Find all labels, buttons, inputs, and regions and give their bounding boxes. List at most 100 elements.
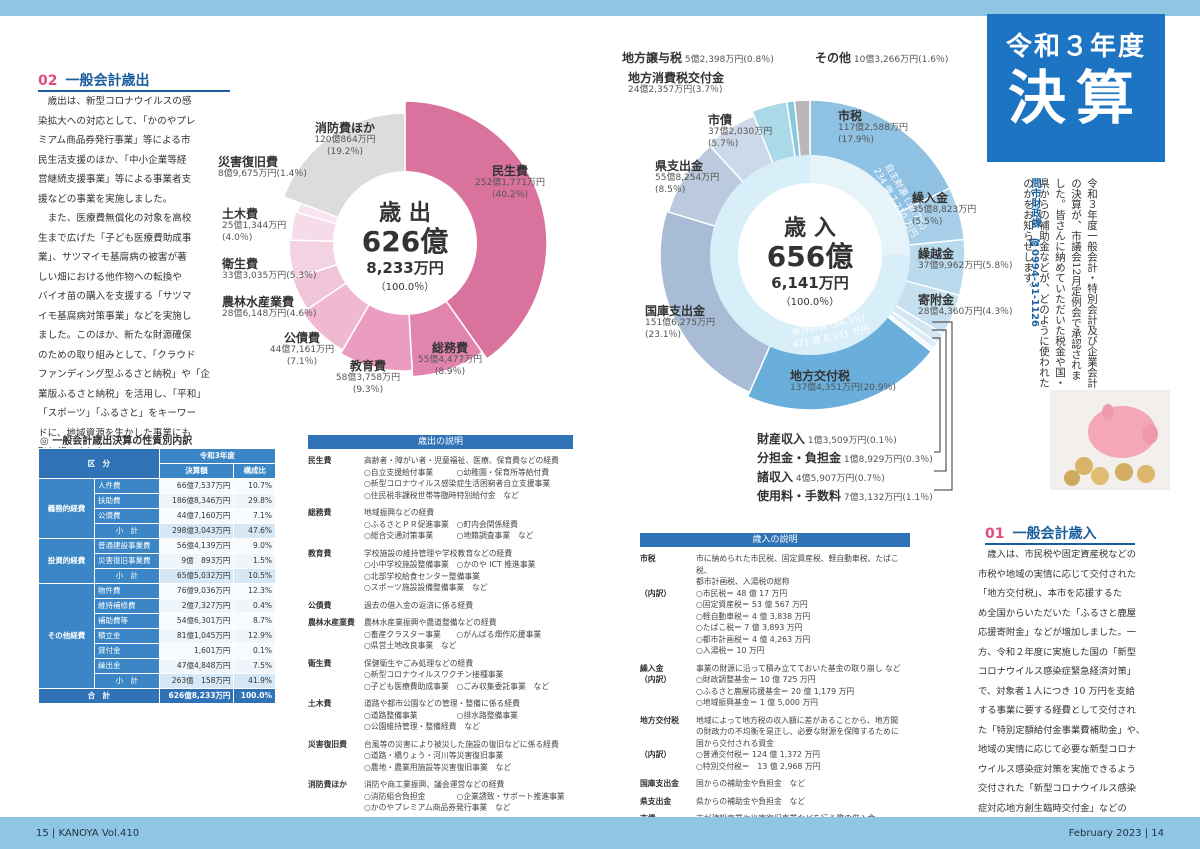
- explanation-value: 台風等の災害により被災した施設の復旧などに係る経費 ○道路・橋りょう・河川等災害…: [364, 739, 559, 772]
- nature-row: 公債費 44億7,160万円 7.1%: [39, 508, 276, 524]
- revenue-center-amount: 656億: [766, 240, 854, 273]
- nature-ratio: 9.0%: [233, 538, 276, 554]
- footer-bar: 15 | KANOYA Vol.410 February 2023 | 14: [0, 817, 1200, 849]
- exp-label-norin: 農林水産業費 28億6,148万円(4.6％): [222, 295, 317, 319]
- revenue-explanation-title: 歳入の説明: [640, 533, 910, 547]
- slice-0: [404, 100, 548, 360]
- badge-year: 令和３年度: [1005, 32, 1146, 62]
- explanation-row: 民生費 高齢者・障がい者・児童福祉、医療、保育費などの経費 ○自立支援給付事業 ○…: [308, 455, 573, 501]
- explanation-row: 総務費 地域振興などの経費 ○ふるさとＰＲ促進事業 ○町内会関係経費 ○総合交通対…: [308, 507, 573, 542]
- nature-row: 義務的経費 人件費 66億7,537万円 10.7%: [38, 478, 276, 539]
- explanation-key: 土木費: [308, 699, 332, 708]
- nature-item: 災害復旧事業費: [94, 553, 160, 569]
- nature-item: 公債費: [94, 508, 160, 524]
- explanation-key: 総務費: [308, 508, 332, 517]
- explanation-row: 土木費 道路や都市公園などの管理・整備に係る経費 ○道路整備事業 ○排水路整備事業…: [308, 698, 573, 733]
- nature-item: 扶助費: [94, 493, 160, 509]
- explanation-row: 県支出金 県からの補助金や負担金 など: [640, 796, 910, 808]
- nature-group-name: 義務的経費: [38, 478, 95, 539]
- nature-table-title: ◎ 一般会計歳出決算の性質別内訳: [40, 436, 193, 447]
- nature-table-head-ratio: 構成比: [233, 463, 276, 479]
- revenue-explanation: 歳入の説明 市税 （内訳） 市に納められた市民税、固定資産税、軽自動車税、たばこ税…: [640, 533, 910, 825]
- title-badge: 令和３年度 決算: [987, 14, 1165, 162]
- nature-amount: 1,601万円: [158, 643, 235, 659]
- explanation-row: 公債費 過去の借入金の返済に係る経費: [308, 600, 573, 612]
- nature-ratio: 29.8%: [233, 493, 276, 509]
- exp-label-kyoiku: 教育費 58億3,758万円 (9.3％): [335, 359, 401, 395]
- nature-item: 貸付金: [94, 643, 160, 659]
- expenditure-body-text: 歳出は、新型コロナウイルスの感 染拡大への対応として、「かのやプレ ミアム商品券…: [38, 96, 211, 458]
- nature-amount: 44億7,160万円: [158, 508, 235, 524]
- exp-label-kosai: 公債費 44億7,161万円 (7.1％): [269, 331, 335, 367]
- explanation-value: 事業の財源に沿って積み立てておいた基金の取り崩し など ○財政調整基金＝ 10 …: [696, 663, 901, 708]
- explanation-row: 衛生費 保健衛生やごみ処理などの経費 ○新型コロナウイルスワクチン接種事業 ○子ど…: [308, 658, 573, 693]
- explanation-row: 地方交付税 （内訳） 地域によって地方税の収入額に差があることから、地方間 の財政…: [640, 715, 910, 773]
- footer-right: February 2023 | 14: [1068, 827, 1164, 839]
- rev-label-shiyoryo: 使用料・手数料 7億3,132万円(1.1％): [757, 489, 933, 503]
- nature-amount: 54億6,301万円: [158, 613, 235, 629]
- nature-group-name: 投資的経費: [38, 538, 95, 584]
- nature-ratio: 1.5%: [233, 553, 276, 569]
- nature-ratio: 7.1%: [233, 508, 276, 524]
- nature-ratio: 0.4%: [233, 598, 276, 614]
- rev-label-shoshunyu: 諸収入 4億5,907万円(0.7％): [757, 470, 885, 484]
- expenditure-pie-chart: [282, 100, 548, 378]
- explanation-value: 過去の借入金の返済に係る経費: [364, 600, 474, 610]
- rev-label-kokko: 国庫支出金 151億6,275万円 (23.1％): [645, 304, 715, 340]
- explanation-row: 国庫支出金 国からの補助金や負担金 など: [640, 778, 910, 790]
- rev-label-ken: 県支出金 55億8,254万円 (8.5％): [655, 159, 720, 195]
- rev-label-kurire: 繰入金 35億8,823万円 (5.5％): [912, 191, 977, 227]
- explanation-key: 災害復旧費: [308, 739, 347, 749]
- revenue-center-pct: （100.0％）: [780, 297, 840, 308]
- nature-item: 人件費: [94, 478, 160, 494]
- explanation-value: 道路や都市公園などの管理・整備に係る経費 ○道路整備事業 ○排水路整備事業 ○公…: [364, 699, 520, 731]
- nature-ratio: 12.9%: [233, 628, 276, 644]
- explanation-key: 地方交付税 （内訳）: [640, 715, 679, 760]
- explanation-key: 衛生費: [308, 658, 332, 668]
- rev-label-kofuzei: 地方交付税 137億4,351万円(20.9％): [790, 369, 897, 393]
- explanation-key: 民生費: [308, 456, 332, 465]
- nature-amount: 9億 893万円: [158, 553, 235, 569]
- rev-label-shizei: 市税 117億2,588万円 (17.9％): [838, 109, 908, 145]
- nature-ratio: 41.9%: [233, 673, 276, 689]
- rev-label-buntan: 分担金・負担金 1億8,929万円(0.3％): [757, 451, 933, 465]
- explanation-value: 消防や商工業振興、議会運営などの経費 ○消防組合負担金 ○企業誘致・サポート推進…: [364, 780, 565, 812]
- rev-label-zaisan: 財産収入 1億3,509万円(0.1％): [757, 432, 897, 446]
- footer-left: 15 | KANOYA Vol.410: [36, 827, 140, 839]
- exp-label-minsei: 民生費 252億1,771万円 (40.2％): [475, 164, 545, 200]
- expend-explanation-title: 歳出の説明: [308, 435, 573, 449]
- rev-label-sonota: その他 10億3,266万円(1.6％): [815, 51, 949, 65]
- revenue-center-title: 歳 入: [784, 216, 836, 241]
- explanation-row: 災害復旧費 台風等の災害により被災した施設の復旧などに係る経費 ○道路・橋りょう・…: [308, 739, 573, 774]
- expenditure-section-title: 02 一般会計歳出: [38, 70, 230, 92]
- exp-label-eisei: 衛生費 33億3,035万円(5.3％): [222, 257, 317, 281]
- nature-item: 維持補修費: [94, 598, 160, 614]
- nature-item: 繰出金: [94, 658, 160, 674]
- explanation-key: 農林水産業費: [308, 618, 355, 627]
- nature-item: 物件費: [94, 583, 160, 599]
- explanation-value: 地域振興などの経費 ○ふるさとＰＲ促進事業 ○町内会関係経費 ○総合交通対策事業…: [364, 508, 534, 540]
- expenditure-center-amount: 626億: [361, 225, 449, 258]
- rev-label-shisai: 市債 37億2,030万円 (5.7％): [708, 113, 773, 149]
- nature-item: 小 計: [94, 523, 160, 539]
- rev-label-joyozei: 地方譲与税 5億2,398万円(0.8％): [622, 51, 774, 65]
- revenue-section-title: 01 一般会計歳入: [985, 523, 1135, 545]
- explanation-value: 県からの補助金や負担金 など: [696, 796, 806, 806]
- exp-label-doboku: 土木費 25億1,344万円 (4.0％): [222, 207, 287, 243]
- revenue-center-amount-sub: 6,141万円: [771, 274, 849, 292]
- explanation-value: 保健衛生やごみ処理などの経費 ○新型コロナウイルスワクチン接種事業 ○子ども医療…: [364, 658, 550, 691]
- nature-amount: 2億7,327万円: [158, 598, 235, 614]
- nature-total-ratio: 100.0%: [233, 688, 276, 704]
- nature-total-label: 合 計: [38, 688, 160, 704]
- nature-table-head-category: 区 分: [38, 448, 160, 479]
- exp-label-saigai: 災害復旧費 8億9,675万円(1.4％): [218, 155, 307, 179]
- nature-row: 災害復旧事業費 9億 893万円 1.5%: [39, 553, 276, 569]
- explanation-key: 国庫支出金: [640, 779, 679, 788]
- nature-amount: 76億9,036万円: [158, 583, 235, 599]
- explanation-row: 消防費ほか 消防や商工業振興、議会運営などの経費 ○消防組合負担金 ○企業誘致・サ…: [308, 779, 573, 814]
- nature-amount: 298億3,043万円: [158, 523, 235, 539]
- nature-ratio: 0.1%: [233, 643, 276, 659]
- explanation-key: 教育費: [308, 548, 332, 558]
- revenue-body-text: 歳入は、市民税や固定資産税などの 市税や地域の実情に応じて交付された 「地方交付…: [978, 549, 1146, 833]
- nature-item: 積立金: [94, 628, 160, 644]
